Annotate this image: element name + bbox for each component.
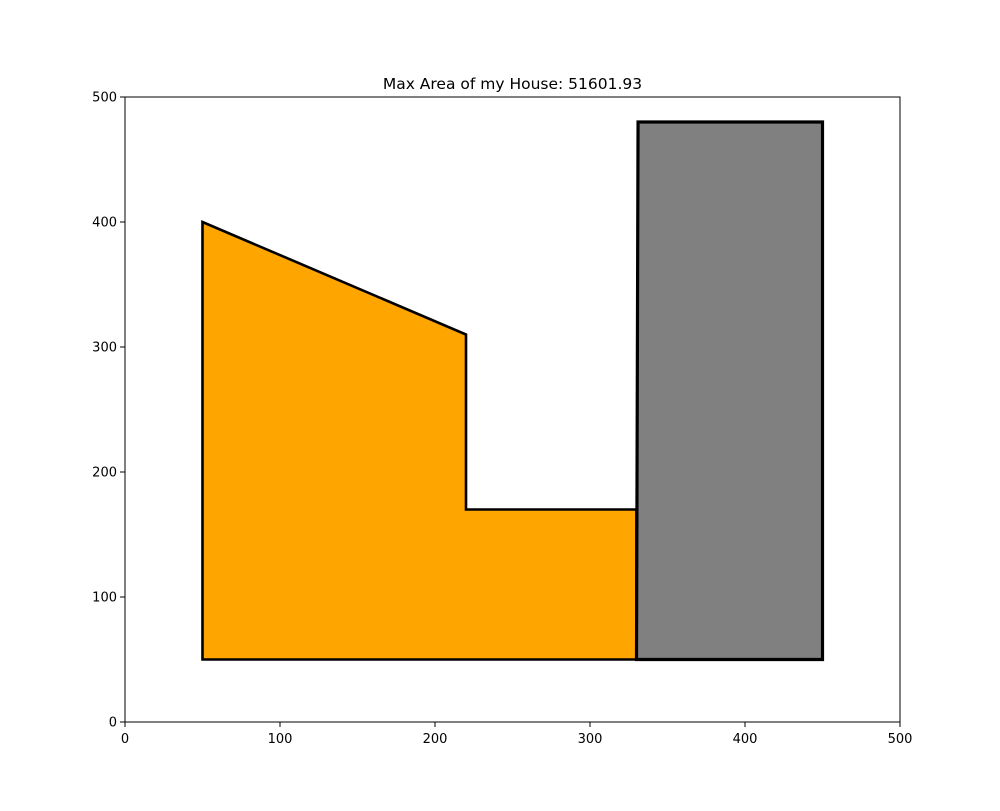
x-tick-label: 0	[121, 732, 129, 747]
x-tick-label: 500	[888, 732, 913, 747]
y-axis: 0 100 200 300 400 500	[92, 91, 125, 731]
house-polygon-gray	[634, 120, 825, 662]
y-tick-label: 200	[92, 466, 117, 481]
y-tick-label: 500	[92, 91, 117, 106]
y-tick-label: 400	[92, 216, 117, 231]
x-tick-label: 200	[423, 732, 448, 747]
y-tick-label: 300	[92, 341, 117, 356]
y-tick-label: 0	[109, 716, 117, 731]
chart-title: Max Area of my House: 51601.93	[383, 75, 642, 93]
x-tick-label: 300	[578, 732, 603, 747]
x-tick-label: 100	[268, 732, 293, 747]
axes-frame	[124, 96, 901, 723]
x-tick-label: 400	[733, 732, 758, 747]
y-tick-label: 100	[92, 591, 117, 606]
x-axis: 0 100 200 300 400 500	[121, 722, 913, 747]
shapes-layer	[201, 120, 825, 662]
